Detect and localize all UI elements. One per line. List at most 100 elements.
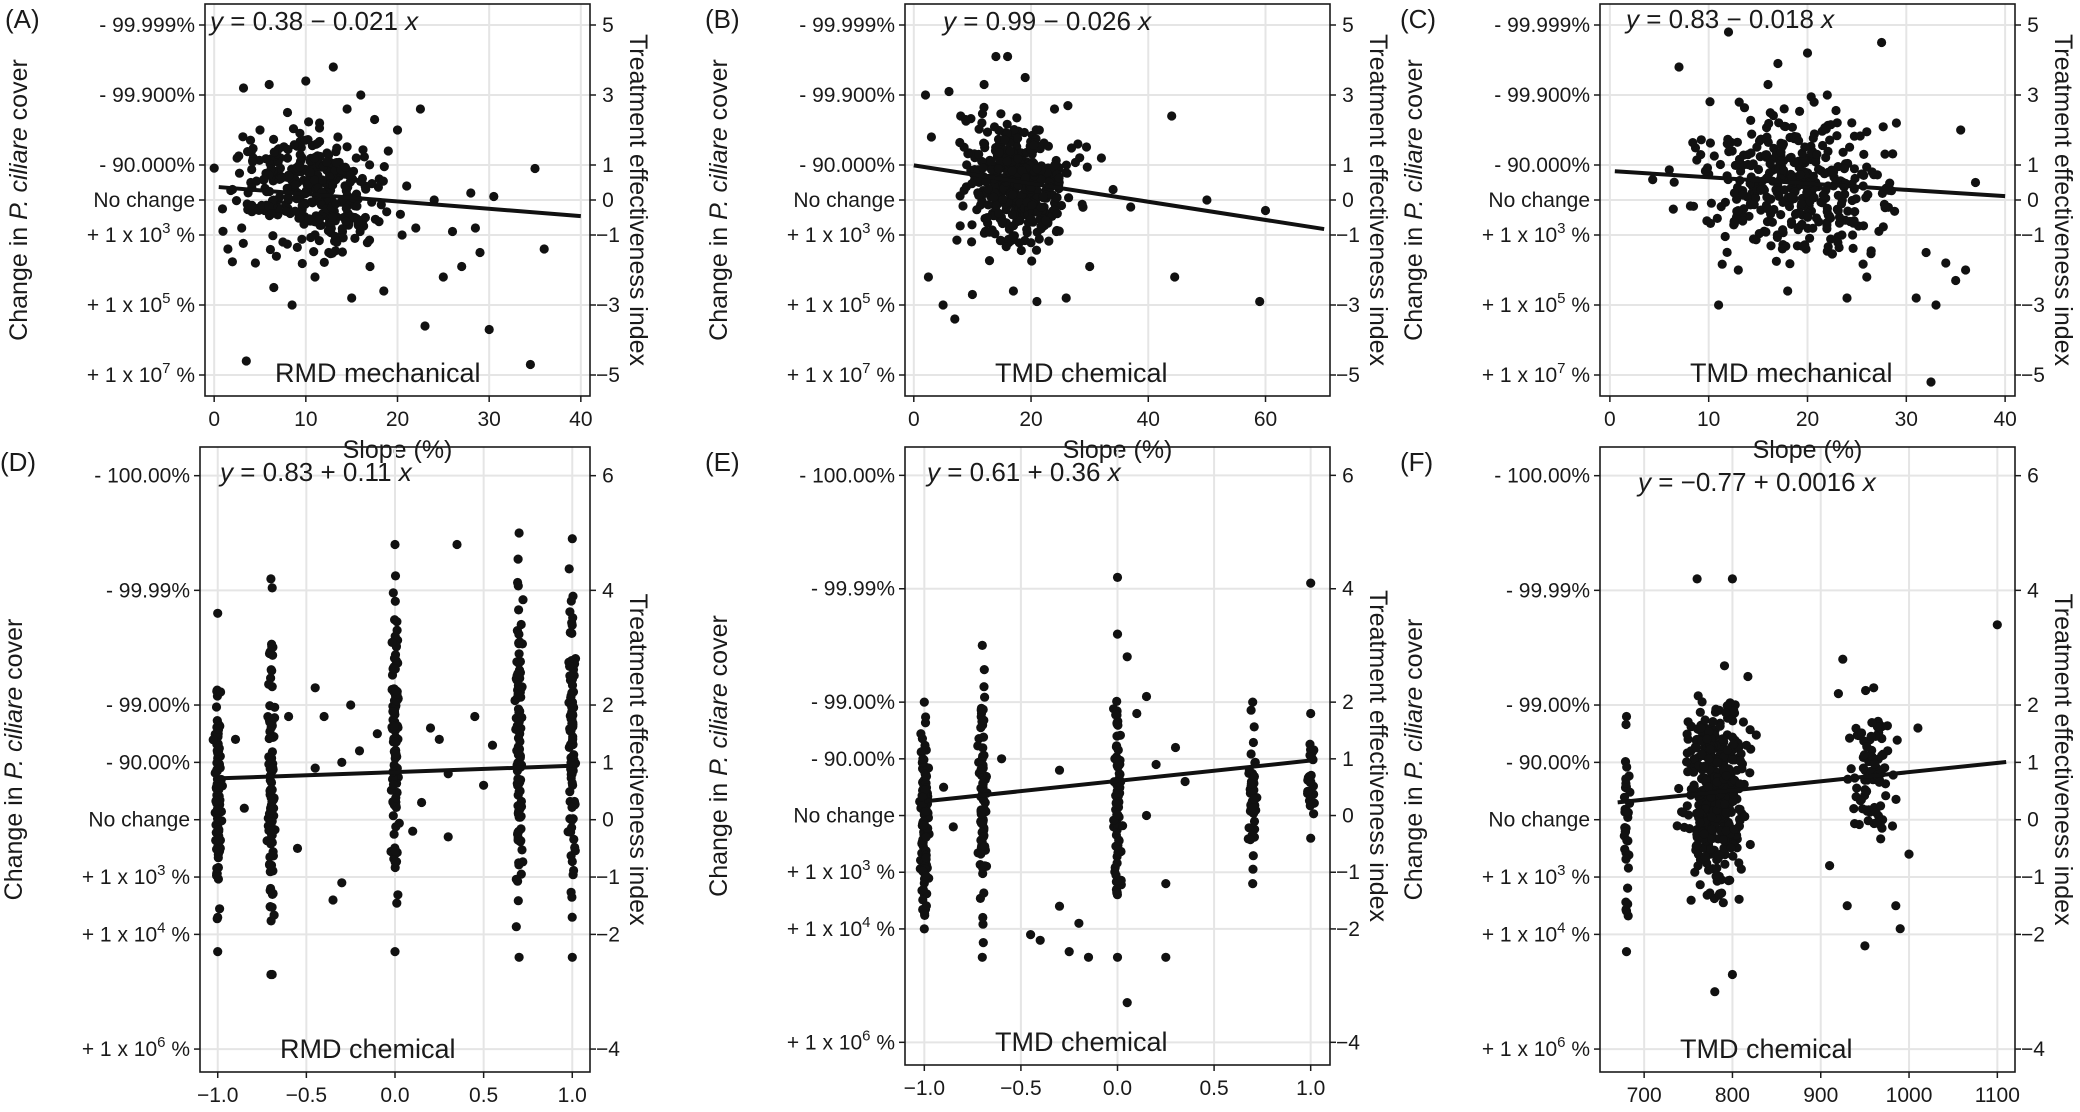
- data-point: [1678, 808, 1688, 818]
- data-point: [391, 686, 401, 696]
- y-right-tick-label: 0: [602, 809, 614, 832]
- y-left-tick-label: - 90.000%: [799, 154, 895, 177]
- data-point: [1826, 120, 1836, 130]
- data-point: [390, 947, 400, 957]
- data-point: [1122, 652, 1132, 662]
- data-point: [1797, 199, 1807, 209]
- data-point: [331, 199, 341, 209]
- y-left-tick-label: - 100.00%: [1494, 465, 1590, 488]
- data-point: [958, 201, 968, 211]
- data-point: [1876, 834, 1886, 844]
- data-point: [1249, 771, 1259, 782]
- data-point: [976, 849, 986, 859]
- data-point: [1766, 194, 1776, 204]
- data-point: [1728, 796, 1738, 807]
- data-point: [1734, 894, 1744, 904]
- data-point: [564, 564, 574, 574]
- data-point: [1718, 898, 1728, 908]
- data-point: [967, 179, 977, 189]
- data-point: [1026, 238, 1036, 248]
- data-point: [322, 157, 332, 167]
- data-point: [1855, 796, 1865, 806]
- data-point: [1734, 858, 1744, 868]
- y-left-tick-label: + 1 x 103 %: [787, 220, 895, 247]
- data-point: [1722, 701, 1732, 711]
- data-point: [1818, 190, 1828, 200]
- data-point: [1621, 854, 1631, 864]
- data-point: [1727, 574, 1737, 584]
- data-point: [338, 233, 348, 243]
- data-point: [1020, 173, 1030, 183]
- data-point: [271, 251, 281, 261]
- data-point: [569, 834, 579, 845]
- data-point: [218, 226, 228, 236]
- x-tick-label: 1100: [1975, 1084, 2020, 1107]
- data-point: [567, 952, 577, 962]
- data-point: [1719, 843, 1729, 853]
- data-point: [267, 830, 277, 840]
- y-right-tick-label: 2: [602, 694, 614, 717]
- data-point: [967, 220, 977, 230]
- data-point: [269, 147, 279, 157]
- data-point: [1704, 754, 1714, 764]
- data-point: [452, 539, 462, 550]
- y-right-tick-label: 4: [602, 579, 614, 602]
- y-right-tick-label: 5: [1342, 14, 1354, 37]
- data-point: [283, 144, 293, 155]
- data-point: [977, 640, 987, 651]
- data-point: [1066, 143, 1077, 153]
- y-left-tick-label: - 99.00%: [106, 694, 190, 717]
- data-point: [1822, 220, 1832, 230]
- data-point: [926, 132, 937, 142]
- data-point: [362, 238, 372, 248]
- data-point: [1114, 836, 1124, 846]
- data-point: [1112, 718, 1122, 728]
- data-point: [282, 107, 293, 118]
- data-point: [1008, 190, 1018, 200]
- data-point: [345, 177, 355, 187]
- data-point: [367, 179, 377, 189]
- data-point: [265, 244, 275, 255]
- data-point: [978, 938, 988, 948]
- panel-label: (E): [705, 447, 740, 477]
- data-point: [1735, 755, 1745, 766]
- data-point: [916, 729, 926, 739]
- data-point: [1746, 161, 1756, 171]
- data-point: [487, 740, 498, 750]
- data-point: [1739, 103, 1750, 113]
- data-point: [1052, 209, 1062, 219]
- y-left-tick-label: - 99.999%: [1494, 14, 1590, 37]
- data-point: [1833, 206, 1843, 216]
- data-point: [1809, 193, 1819, 203]
- data-point: [1931, 300, 1941, 310]
- data-point: [1712, 213, 1722, 223]
- data-point: [567, 628, 577, 639]
- y-right-axis-title: Treatment effectiveness index: [624, 593, 652, 926]
- data-point: [1019, 127, 1029, 138]
- data-point: [1720, 231, 1730, 242]
- data-point: [921, 871, 931, 881]
- data-point: [1764, 118, 1774, 129]
- data-point: [1692, 574, 1702, 584]
- data-point: [1746, 148, 1756, 158]
- data-point: [978, 163, 988, 173]
- data-point: [305, 167, 315, 177]
- data-point: [1737, 764, 1747, 774]
- data-point: [215, 904, 225, 914]
- y-right-tick-label: 0: [2027, 189, 2039, 212]
- data-point: [1733, 265, 1743, 275]
- data-point: [270, 713, 280, 723]
- data-point: [980, 841, 990, 852]
- data-point: [327, 212, 338, 222]
- treatment-label: TMD chemical: [1680, 1034, 1853, 1064]
- data-point: [1825, 135, 1835, 145]
- x-tick-label: 0.5: [1199, 1077, 1228, 1100]
- data-point: [1705, 744, 1715, 755]
- data-point: [1724, 147, 1734, 157]
- data-point: [1061, 160, 1071, 170]
- data-point: [209, 163, 219, 173]
- data-point: [981, 177, 991, 187]
- data-point: [955, 137, 965, 148]
- data-point: [1761, 150, 1771, 160]
- data-point: [1749, 200, 1759, 210]
